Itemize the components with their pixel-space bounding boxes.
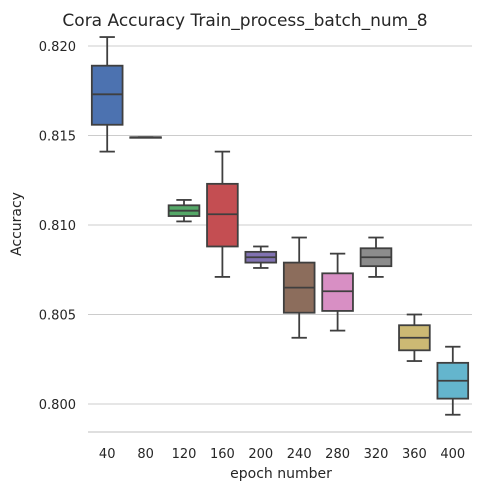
box-group: [359, 236, 393, 278]
chart-title: Cora Accuracy Train_process_batch_num_8: [62, 11, 427, 31]
y-tick-labels: 0.800 0.805 0.810 0.815 0.820: [39, 40, 76, 413]
y-tick-label: 0.810: [39, 219, 76, 234]
x-tick-label: 360: [402, 447, 427, 462]
x-tick-label: 40: [99, 447, 116, 462]
x-tick-label: 160: [210, 447, 235, 462]
x-tick-label: 320: [364, 447, 389, 462]
x-axis-label: epoch number: [230, 466, 332, 482]
box-group: [167, 199, 201, 223]
box-group: [90, 36, 124, 153]
boxes: [90, 36, 470, 416]
x-tick-label: 240: [287, 447, 312, 462]
box-group: [206, 150, 239, 278]
box-group: [129, 136, 162, 139]
y-tick-label: 0.815: [39, 130, 76, 145]
box-group: [436, 345, 470, 416]
y-tick-label: 0.820: [39, 40, 76, 55]
box-group: [321, 252, 354, 332]
x-tick-label: 200: [248, 447, 273, 462]
x-tick-labels: 40 80 120 160 200 240 280 320 360 400: [99, 447, 465, 462]
x-tick-label: 280: [325, 447, 350, 462]
y-axis-label: Accuracy: [9, 192, 25, 256]
x-tick-label: 120: [172, 447, 197, 462]
box-group: [398, 313, 431, 362]
box-group: [244, 245, 278, 269]
x-tick-label: 80: [137, 447, 154, 462]
y-tick-label: 0.805: [39, 309, 76, 324]
box-group: [282, 236, 316, 339]
y-tick-label: 0.800: [39, 398, 76, 413]
x-tick-label: 400: [440, 447, 465, 462]
